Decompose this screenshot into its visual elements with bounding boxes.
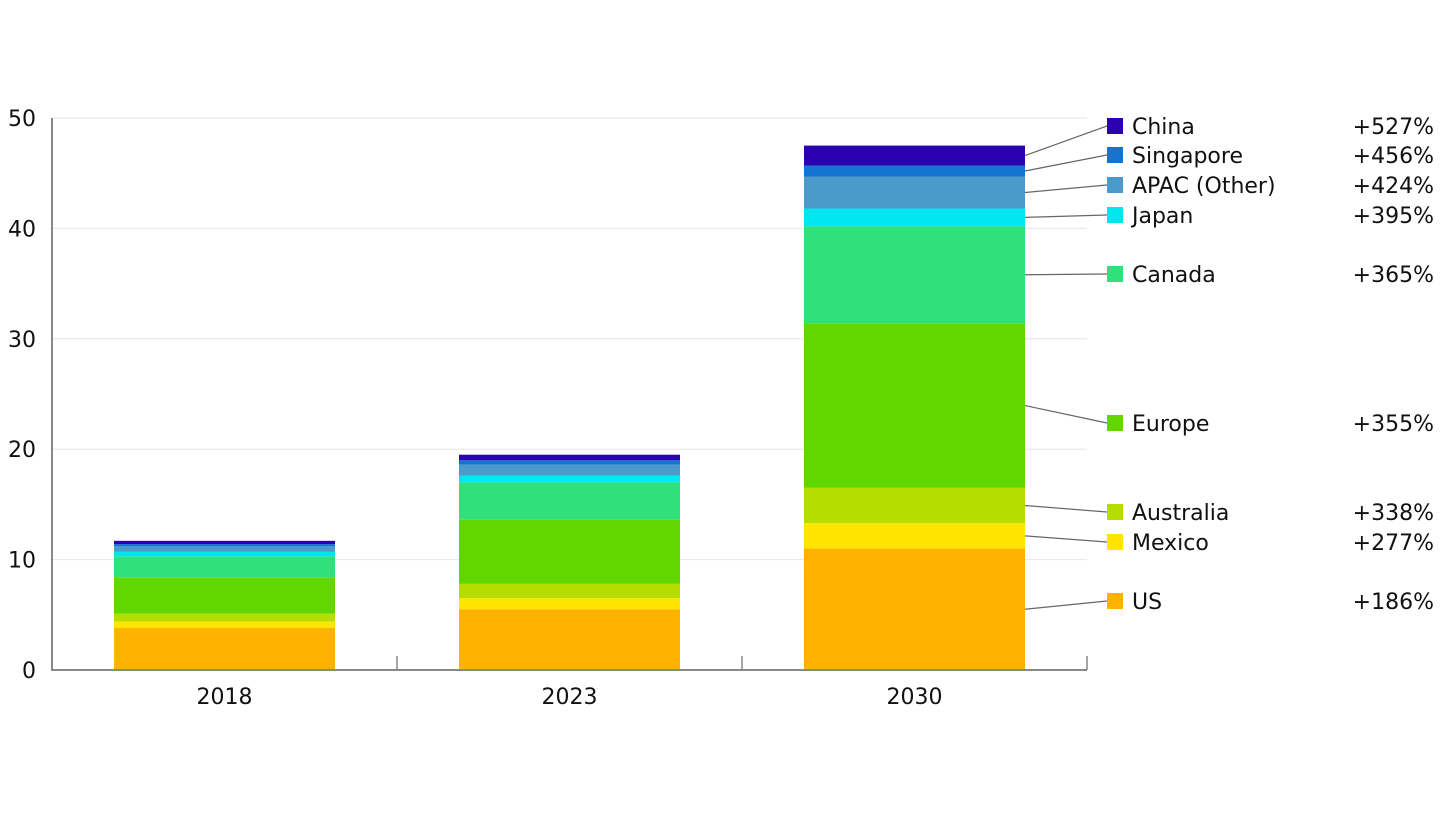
y-tick-label: 10 [8,549,36,574]
bar-segment-canada [114,556,335,578]
y-tick-label: 30 [8,328,36,353]
bar-segment-us [804,548,1025,670]
bar-2018 [114,540,335,670]
legend-swatch-icon [1107,207,1123,223]
legend-swatch-icon [1107,177,1123,193]
legend-swatch-icon [1107,534,1123,550]
bar-segment-australia [804,487,1025,524]
legend-growth-value: +186% [1353,590,1434,615]
legend-growth-value: +338% [1353,501,1434,526]
legend-swatch-icon [1107,118,1123,134]
x-tick-label: 2030 [887,685,943,710]
legend-growth-value: +395% [1353,204,1434,229]
bar-segment-europe [804,323,1025,488]
bar-segment-mexico [804,523,1025,549]
legend-item-canada: Canada +365% [1024,263,1434,288]
legend-label: APAC (Other) [1132,174,1276,199]
legend-swatch-icon [1107,266,1123,282]
y-tick-label: 0 [22,659,36,684]
bar-segment-apac-other- [114,546,335,552]
leader-line [1024,504,1108,513]
y-tick-label: 50 [8,107,36,132]
leader-line [1024,125,1108,157]
legend-item-us: US +186% [1024,590,1434,615]
legend-label: Europe [1132,412,1209,437]
leader-line [1024,273,1108,276]
y-axis: 0 10 20 30 40 50 [8,107,53,684]
legend-item-europe: Europe +355% [1024,405,1434,437]
legend-item-apac-other-: APAC (Other) +424% [1024,174,1434,199]
bar-segment-china [804,145,1025,166]
bar-segment-australia [114,613,335,622]
bar-segment-japan [804,208,1025,227]
legend-item-singapore: Singapore +456% [1024,144,1434,172]
x-axis: 2018 2023 2030 [51,656,1088,710]
bar-segment-apac-other- [804,176,1025,209]
bars [114,145,1025,670]
bar-segment-japan [114,551,335,557]
bar-2023 [459,454,680,670]
leader-line [1024,600,1108,610]
legend-swatch-icon [1107,504,1123,520]
x-tick-label: 2023 [542,685,598,710]
bar-segment-china [114,540,335,545]
bar-segment-canada [804,226,1025,324]
bar-segment-singapore [459,460,680,465]
legend-swatch-icon [1107,415,1123,431]
bar-segment-singapore [804,165,1025,177]
bar-segment-canada [459,482,680,520]
bar-segment-china [459,454,680,461]
bar-segment-apac-other- [459,464,680,476]
legend-item-china: China +527% [1024,115,1434,157]
y-tick-label: 40 [8,217,36,242]
legend-growth-value: +424% [1353,174,1434,199]
bar-2030 [804,145,1025,670]
leader-line [1024,154,1108,172]
bar-segment-europe [114,577,335,614]
y-tick-label: 20 [8,438,36,463]
legend-item-japan: Japan +395% [1024,204,1434,229]
legend-growth-value: +355% [1353,412,1434,437]
legend-swatch-icon [1107,593,1123,609]
legend-growth-value: +277% [1353,531,1434,556]
legend-swatch-icon [1107,147,1123,163]
legend-label: Canada [1132,263,1216,288]
leader-line [1024,535,1108,543]
leader-line [1024,184,1108,194]
legend-label: Australia [1132,501,1229,526]
legend-label: Japan [1130,204,1193,229]
legend-growth-value: +456% [1353,144,1434,169]
bar-segment-singapore [114,544,335,547]
bar-segment-australia [459,583,680,599]
legend-label: Mexico [1132,531,1209,556]
legend-label: Singapore [1132,144,1243,169]
legend-label: US [1132,590,1162,615]
legend-item-mexico: Mexico +277% [1024,531,1434,556]
x-tick-label: 2018 [197,685,253,710]
leader-line [1024,214,1108,218]
bar-segment-mexico [459,598,680,610]
legend-growth-value: +365% [1353,263,1434,288]
bar-segment-japan [459,475,680,483]
leader-line [1024,405,1108,424]
bar-segment-us [459,609,680,670]
legend-growth-value: +527% [1353,115,1434,140]
legend-label: China [1132,115,1195,140]
legend: US +186% Mexico +277% Australia +338% Europe +3… [1024,115,1434,615]
bar-segment-mexico [114,621,335,629]
legend-item-australia: Australia +338% [1024,501,1434,526]
bar-segment-europe [459,519,680,584]
bar-segment-us [114,628,335,670]
